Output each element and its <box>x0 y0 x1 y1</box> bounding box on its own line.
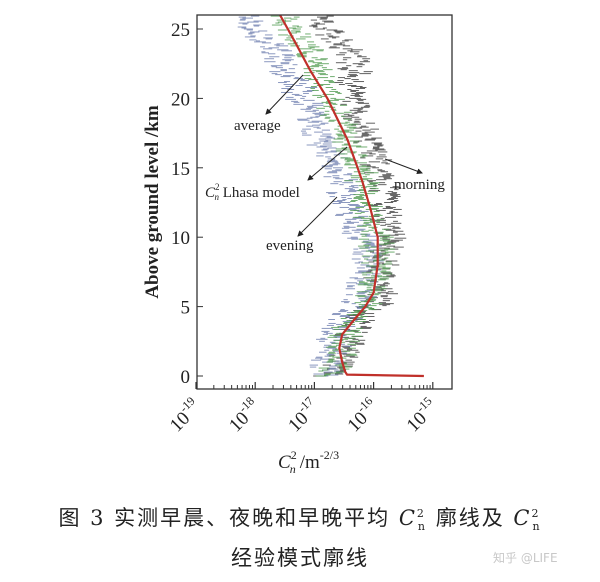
x-tick-label: 10-18 <box>222 394 264 436</box>
data-marks <box>237 14 424 378</box>
caption-sub-2: n <box>532 520 542 534</box>
morning-arrow <box>384 158 423 175</box>
caption-cn: C <box>398 506 417 530</box>
caption-sub: n <box>417 520 428 534</box>
figure-caption-line1: 图 3 实测早晨、夜晚和早晚平均 C2n 廓线及 C2n <box>0 502 600 533</box>
y-tick-label: 5 <box>181 298 191 319</box>
caption-sup: 2 <box>416 507 426 520</box>
x-axis-label: C2 n/m-2/3 <box>278 448 339 476</box>
lhasa-model-line <box>279 14 424 378</box>
model-label: C2 n Lhasa model <box>205 182 300 202</box>
evening-label: evening <box>266 238 314 254</box>
model-arrow <box>307 146 348 181</box>
caption-cn-2: C <box>513 506 532 530</box>
watermark: 知乎 @LIFE <box>493 551 558 565</box>
x-tick-label: 10-17 <box>282 394 324 436</box>
y-tick-label: 25 <box>171 20 190 41</box>
morning-label: morning <box>394 177 445 193</box>
plot-frame <box>196 14 453 390</box>
x-tick-label: 10-16 <box>341 394 383 436</box>
caption-text-b: 廓线及 <box>427 506 514 530</box>
caption-text-a: 图 3 实测早晨、夜晚和早晚平均 <box>58 506 399 530</box>
average-label: average <box>234 118 281 134</box>
evening-arrow <box>297 196 338 237</box>
x-ticks: 10-19 10-18 10-17 10-16 10-15 <box>163 382 442 436</box>
y-tick-label: 0 <box>181 367 191 388</box>
average-arrow <box>265 74 304 115</box>
y-tick-label: 20 <box>171 89 190 110</box>
y-tick-label: 15 <box>171 159 190 180</box>
y-ticks: 0 5 10 15 20 25 <box>171 20 203 388</box>
caption-sup-2: 2 <box>531 507 541 520</box>
figure-caption-line2: 经验模式廓线 <box>231 546 369 570</box>
y-axis-label: Above ground level /km <box>142 105 163 299</box>
x-tick-label: 10-19 <box>163 394 205 436</box>
y-tick-label: 10 <box>171 228 190 249</box>
x-tick-label: 10-15 <box>400 394 442 436</box>
